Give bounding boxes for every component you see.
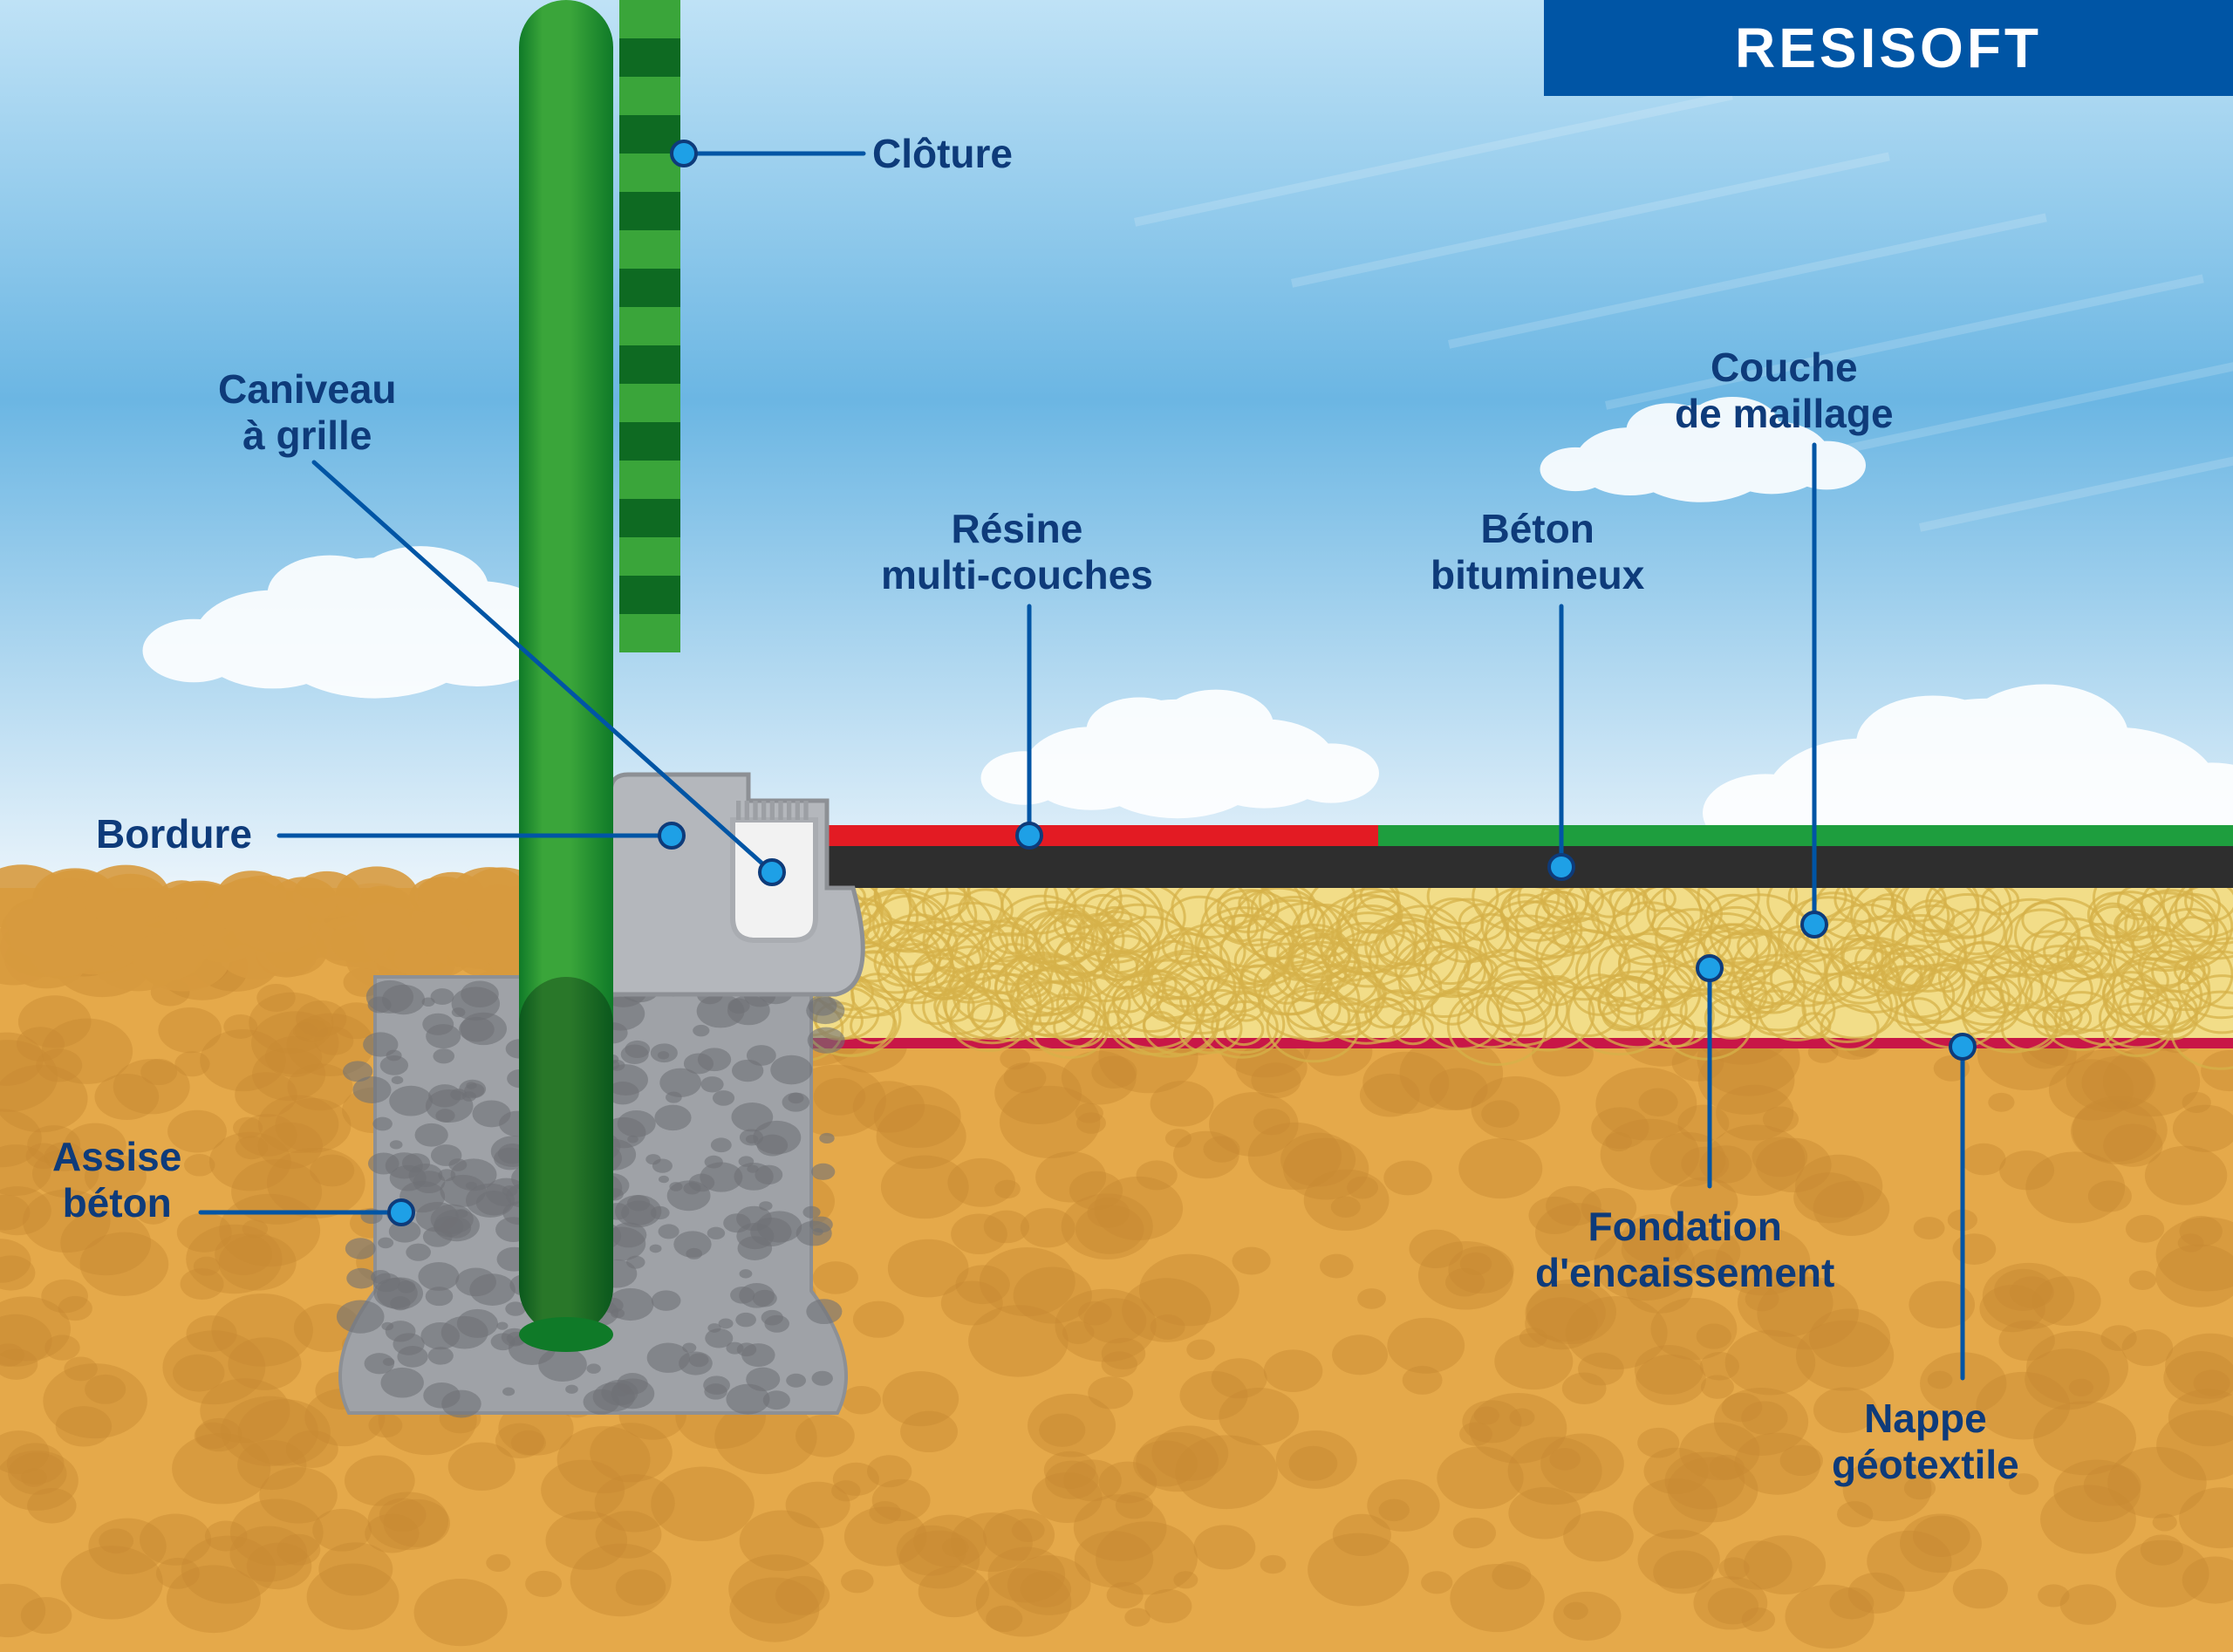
callout-dot-beton_bitumineux (1549, 855, 1574, 879)
label-bordure: Bordure (96, 811, 252, 857)
callout-dot-caniveau (760, 860, 784, 884)
layer-resin-a (801, 825, 1378, 846)
label-cloture: Clôture (872, 131, 1013, 177)
label-fondation: Fondation d'encaissement (1535, 1204, 1834, 1296)
label-assise_beton: Assise béton (52, 1134, 181, 1226)
fence-mesh (619, 0, 680, 652)
callout-dot-bordure (659, 823, 684, 848)
callout-dot-assise_beton (389, 1200, 413, 1225)
callout-dot-cloture (672, 141, 696, 166)
layer-foundation (761, 858, 2233, 1069)
title-banner: RESISOFT (1544, 0, 2233, 96)
layer-resin-b (1378, 825, 2233, 846)
diagram-stage: RESISOFT Clôture Caniveau à grille Résine … (0, 0, 2233, 1652)
callout-dot-fondation (1697, 956, 1722, 980)
callout-dot-couche_maillage (1802, 912, 1827, 937)
fence-post (519, 0, 613, 1352)
callout-dot-resine (1017, 823, 1041, 848)
callout-dot-nappe_geotextile (1950, 1034, 1975, 1059)
label-caniveau: Caniveau à grille (218, 366, 397, 459)
layer-asphalt (801, 846, 2233, 888)
label-beton_bitumineux: Béton bitumineux (1431, 506, 1644, 598)
label-nappe_geotextile: Nappe géotextile (1832, 1396, 2019, 1488)
label-couche_maillage: Couche de maillage (1675, 345, 1894, 437)
label-resine: Résine multi-couches (881, 506, 1153, 598)
